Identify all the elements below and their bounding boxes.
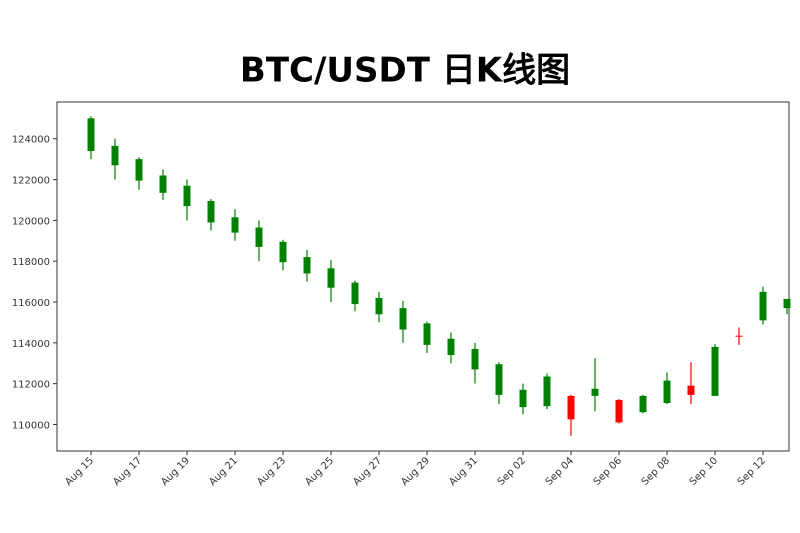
x-tick-label: Aug 17 (111, 455, 144, 488)
candle-body (543, 376, 551, 407)
candle-body (207, 200, 215, 223)
y-tick-label: 124000 (12, 135, 50, 146)
chart-title: BTC/USDT 日K线图 (240, 51, 570, 91)
x-tick-label: Aug 19 (159, 455, 192, 488)
y-tick-label: 110000 (12, 420, 50, 431)
x-tick-label: Sep 08 (640, 455, 672, 487)
candle-body (327, 268, 335, 288)
y-tick-label: 114000 (12, 339, 50, 350)
x-tick-label: Sep 02 (496, 455, 528, 487)
candle-body (687, 385, 695, 395)
candle-body (183, 185, 191, 207)
candle-body (735, 335, 743, 337)
candle-body (447, 338, 455, 356)
x-tick-label: Aug 27 (351, 455, 384, 488)
candle-body (519, 389, 527, 408)
candle-body (423, 323, 431, 345)
x-tick-label: Aug 31 (447, 455, 480, 488)
candle-body (495, 364, 503, 395)
y-tick-label: 118000 (12, 257, 50, 268)
candle-body (711, 346, 719, 396)
candle-body (639, 395, 647, 413)
candle-body (231, 217, 239, 233)
x-tick-label: Sep 12 (736, 455, 768, 487)
candle-body (303, 257, 311, 274)
y-tick-label: 116000 (12, 298, 50, 309)
candle-body (87, 118, 95, 151)
candle-body (471, 348, 479, 370)
candle-body (567, 395, 575, 420)
candle-body (159, 175, 167, 193)
x-tick-label: Sep 10 (688, 455, 720, 487)
candle-body (375, 297, 383, 315)
candle-body (351, 282, 359, 305)
x-tick-label: Aug 23 (255, 455, 288, 488)
x-tick-label: Aug 25 (303, 455, 336, 488)
x-tick-label: Aug 15 (63, 455, 96, 488)
candle-body (615, 399, 623, 423)
candle-body (135, 159, 143, 181)
candle-body (591, 388, 599, 396)
y-tick-label: 122000 (12, 176, 50, 187)
y-tick-label: 120000 (12, 216, 50, 227)
y-tick-label: 112000 (12, 380, 50, 391)
candle-body (399, 308, 407, 330)
candle-body (111, 145, 119, 166)
x-tick-label: Aug 21 (207, 455, 240, 488)
plot-frame (56, 101, 790, 452)
candle-body (279, 241, 287, 263)
candle-body (759, 291, 767, 321)
candle-body (255, 227, 263, 247)
x-tick-label: Sep 04 (544, 455, 576, 487)
x-tick-label: Aug 29 (399, 455, 432, 488)
x-tick-label: Sep 06 (592, 455, 624, 487)
candle-body (663, 380, 671, 404)
candle-body (783, 298, 791, 309)
